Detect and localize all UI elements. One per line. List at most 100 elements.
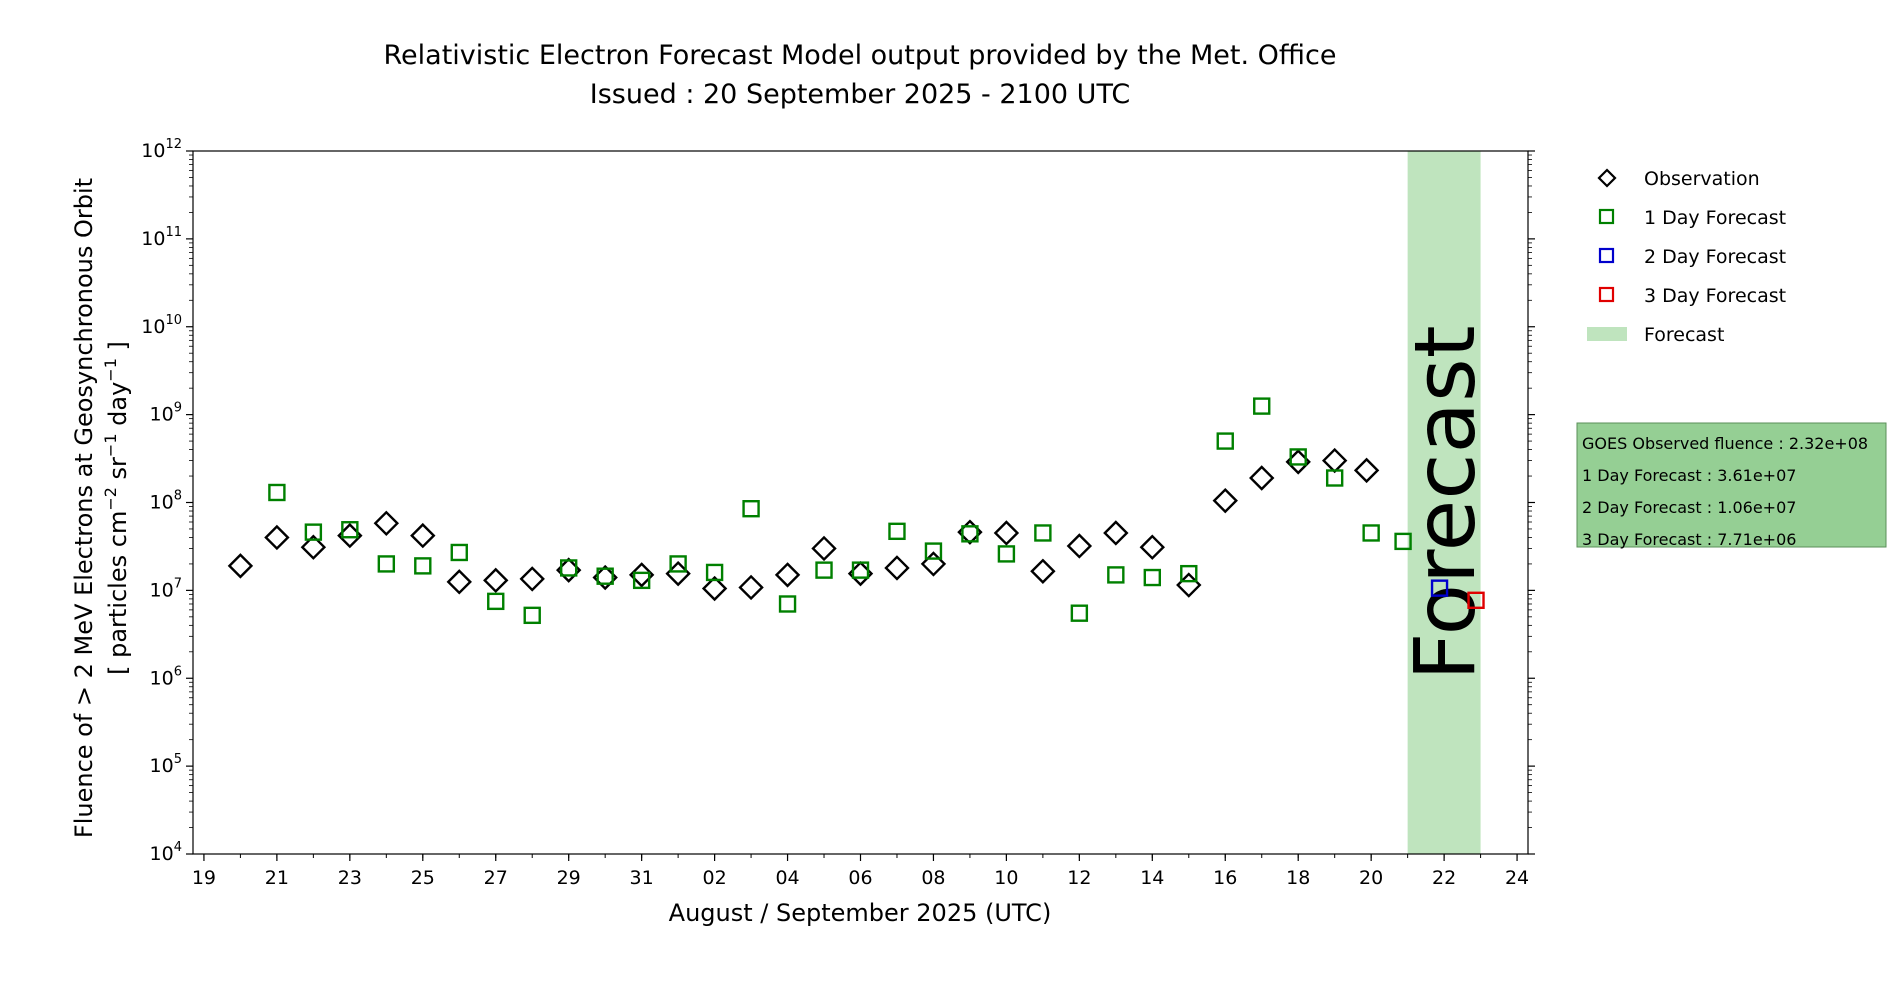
1-day-forecast-point [1325, 469, 1344, 487]
y-axis-label-part: −1 [101, 358, 120, 382]
1-day-forecast-point [924, 542, 943, 560]
info-box-line: 2 Day Forecast : 1.06e+07 [1582, 498, 1796, 517]
info-box: GOES Observed fluence : 2.32e+08 1 Day Fo… [1576, 422, 1887, 549]
observation-point [264, 524, 290, 551]
1-day-forecast-point [961, 525, 979, 543]
y-tick-label: 1011 [141, 225, 182, 250]
legend-swatch-2-day-forecast [1598, 247, 1615, 264]
info-box-line: 1 Day Forecast : 3.61e+07 [1582, 466, 1796, 485]
forecast-band-label: Forecast [1396, 325, 1494, 680]
y-axis-label: Fluence of > 2 MeV Electrons at Geosynch… [70, 178, 132, 838]
y-tick-label: 106 [150, 664, 182, 689]
x-tick-label: 29 [557, 867, 581, 889]
1-day-forecast-point [268, 483, 286, 502]
x-tick-label: 08 [921, 867, 945, 889]
1-day-forecast-point [450, 543, 468, 562]
1-day-forecast-point [669, 555, 687, 573]
1-day-forecast-point [304, 523, 323, 541]
y-tick-label: 109 [150, 401, 182, 426]
x-tick-label: 18 [1286, 867, 1310, 889]
observation-point [446, 569, 472, 595]
x-tick-label: 22 [1432, 867, 1456, 889]
y-axis-label-part: ] [104, 341, 132, 358]
x-tick-label: 16 [1213, 867, 1237, 889]
chart-subtitle: Issued : 20 September 2025 - 2100 UTC [590, 79, 1130, 110]
legend-label-forecast: Forecast [1644, 324, 1724, 346]
x-tick-label: 19 [192, 867, 216, 889]
1-day-forecast-point [815, 561, 833, 579]
axes-layer: 19 21 23 25 27 29 31 02 04 06 08 10 12 14 16 18 20 22 2410… [141, 137, 1535, 889]
y-tick-label: 1012 [141, 137, 182, 162]
x-tick-label: 06 [848, 867, 872, 889]
y-axis-label-part: −1 [101, 433, 120, 457]
observation-point [483, 567, 509, 594]
observation-point [1103, 520, 1129, 546]
y-axis-label-part: sr [104, 457, 132, 487]
x-tick-label: 04 [775, 867, 799, 889]
1-day-forecast-point [851, 561, 870, 579]
observation-point [1249, 465, 1275, 491]
1-day-forecast-point [341, 521, 359, 539]
x-tick-label: 24 [1505, 867, 1529, 889]
legend: Observation 1 Day Forecast 2 Day Forecast 3… [1587, 168, 1786, 346]
1-day-forecast-point [1394, 532, 1412, 551]
legend-swatch-1-day-forecast [1598, 208, 1615, 225]
observation-point [1030, 558, 1056, 584]
1-day-forecast-point [414, 557, 432, 575]
plot-frame [192, 150, 1529, 855]
observation-point [811, 535, 837, 562]
legend-swatch-forecast [1587, 327, 1627, 341]
legend-label-3-day-forecast: 3 Day Forecast [1644, 285, 1786, 307]
observation-point [373, 510, 400, 536]
y-axis-label-line1: Fluence of > 2 MeV Electrons at Geosynch… [70, 178, 98, 838]
1-day-forecast-point [1070, 604, 1089, 622]
y-axis-label-part: −2 [101, 487, 120, 511]
y-tick-label: 1010 [141, 313, 182, 338]
observation-point [774, 562, 801, 588]
1-day-forecast-point [888, 522, 906, 541]
observation-point [1321, 447, 1348, 474]
y-axis-label-part: [ particles cm [104, 511, 132, 675]
y-axis-label-part: day [104, 382, 132, 434]
info-box-line: GOES Observed fluence : 2.32e+08 [1582, 434, 1868, 453]
1-day-forecast-point [596, 567, 614, 585]
observation-point [920, 551, 947, 577]
1-day-forecast-point [1289, 448, 1307, 466]
observation-point [1066, 533, 1093, 559]
forecast-band-layer: Forecast [1396, 151, 1494, 854]
1-day-forecast-point [1107, 566, 1125, 584]
x-tick-label: 21 [265, 867, 289, 889]
y-tick-label: 105 [150, 752, 182, 777]
1-day-forecast-point [778, 595, 797, 613]
1-day-forecast-point [1362, 524, 1380, 542]
1-day-forecast-point [487, 592, 505, 611]
1-day-forecast-point [377, 555, 396, 573]
x-tick-label: 20 [1359, 867, 1383, 889]
1-day-forecast-point [705, 563, 724, 582]
2-day-forecast-point [1430, 579, 1449, 597]
observation-point [519, 566, 545, 592]
legend-swatch-3-day-forecast [1598, 286, 1615, 303]
x-tick-label: 10 [994, 867, 1018, 889]
x-tick-label: 25 [411, 867, 435, 889]
observation-point [701, 575, 728, 602]
1-day-forecast-point [1034, 524, 1052, 542]
observation-point [884, 555, 910, 581]
x-tick-label: 12 [1067, 867, 1091, 889]
1-day-forecast-point [997, 545, 1016, 563]
observation-point [227, 553, 254, 579]
y-tick-label: 107 [150, 576, 182, 601]
chart-title: Relativistic Electron Forecast Model out… [384, 40, 1337, 71]
data-marks-layer [227, 397, 1485, 625]
x-tick-label: 14 [1140, 867, 1164, 889]
1-day-forecast-point [632, 571, 651, 590]
1-day-forecast-point [559, 559, 578, 577]
forecast-band [1407, 151, 1481, 854]
x-tick-label: 02 [703, 867, 727, 889]
1-day-forecast-point [523, 606, 541, 625]
1-day-forecast-point [1216, 432, 1234, 450]
3-day-forecast-point [1467, 591, 1485, 610]
1-day-forecast-point [742, 500, 760, 518]
x-tick-label: 31 [630, 867, 654, 889]
